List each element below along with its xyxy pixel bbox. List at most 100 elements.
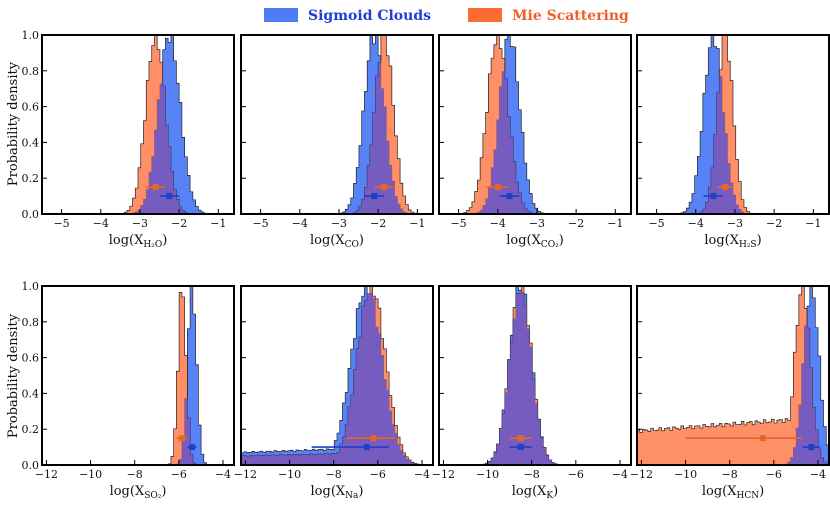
histogram-overlap bbox=[439, 71, 631, 214]
y-tick-label: 0.6 bbox=[22, 101, 40, 114]
panel-7: −12 −10 −8 −6 −4 log(XHCN) bbox=[630, 285, 830, 501]
y-tick-label: 0.2 bbox=[22, 423, 40, 436]
histogram-mie bbox=[637, 286, 829, 465]
x-tick-label: −10 bbox=[476, 468, 499, 481]
y-tick-label: 0.4 bbox=[22, 387, 40, 400]
errorbar-mie-marker bbox=[722, 184, 729, 191]
legend-swatch-mie bbox=[468, 8, 502, 22]
x-axis-label-end: ) bbox=[759, 484, 764, 499]
x-tick-label: −12 bbox=[234, 468, 257, 481]
y-tick-label: 0.0 bbox=[22, 208, 40, 221]
errorbar-sigmoid-marker bbox=[166, 193, 173, 200]
panel-1: −5 −4 −3 −2 −1 log(XCO) bbox=[240, 34, 434, 250]
x-tick-label: −10 bbox=[278, 468, 301, 481]
x-axis-label: log(XHCN) bbox=[702, 484, 764, 501]
panel-frame bbox=[240, 285, 434, 466]
legend-label-sigmoid: Sigmoid Clouds bbox=[308, 8, 431, 24]
histogram-sigmoid bbox=[241, 286, 433, 465]
x-tick-label: −1 bbox=[607, 217, 623, 230]
histogram-mie bbox=[42, 35, 234, 214]
y-tick-label: 0.2 bbox=[22, 172, 40, 185]
x-tick-label: −6 bbox=[171, 468, 187, 481]
panel-frame bbox=[636, 285, 830, 466]
x-axis-label-end: ) bbox=[559, 233, 564, 248]
histogram-mie bbox=[637, 35, 829, 214]
y-tick-label: 1.0 bbox=[22, 280, 40, 293]
x-axis-label-end: ) bbox=[359, 233, 364, 248]
x-tick-label: −2 bbox=[766, 217, 782, 230]
x-tick-label: −8 bbox=[127, 468, 143, 481]
x-tick-label: −8 bbox=[524, 468, 540, 481]
panel-frame bbox=[240, 34, 434, 215]
x-axis-label: log(XCO₂) bbox=[506, 233, 564, 250]
x-tick-label: −1 bbox=[409, 217, 425, 230]
panel-frame bbox=[41, 285, 235, 466]
errorbar-mie-marker bbox=[370, 435, 377, 442]
histogram-overlap bbox=[241, 293, 433, 465]
legend-label-mie: Mie Scattering bbox=[512, 8, 629, 24]
errorbar-sigmoid-marker bbox=[808, 444, 815, 451]
histogram-sigmoid bbox=[241, 35, 433, 214]
x-tick-label: −5 bbox=[252, 217, 268, 230]
panel-2: −5 −4 −3 −2 −1 log(XCO₂) bbox=[438, 34, 632, 250]
panel-5: −12 −10 −8 −6 −4 log(XNa) bbox=[234, 285, 434, 501]
panel-6: −12 −10 −8 −6 −4 log(XK) bbox=[432, 285, 632, 501]
y-tick-label: 1.0 bbox=[22, 29, 40, 42]
x-tick-label: −12 bbox=[35, 468, 58, 481]
x-axis-label: log(XH₂O) bbox=[109, 233, 168, 250]
x-axis-label: log(XH₂S) bbox=[704, 233, 761, 250]
x-axis-label-sub: K bbox=[546, 491, 553, 501]
x-tick-label: −4 bbox=[414, 468, 430, 481]
y-tick-label: 0.0 bbox=[22, 459, 40, 472]
histograms bbox=[42, 286, 234, 465]
x-axis-label-end: ) bbox=[162, 233, 167, 248]
legend: Sigmoid Clouds Mie Scattering bbox=[264, 8, 629, 24]
errorbar-sigmoid-marker bbox=[710, 193, 717, 200]
panel-3: −5 −4 −3 −2 −1 log(XH₂S) bbox=[636, 34, 830, 250]
y-axis-label-top: Probability density bbox=[6, 61, 21, 186]
x-tick-label: −2 bbox=[370, 217, 386, 230]
x-axis-label-sub: CO₂ bbox=[541, 240, 559, 250]
panel-frame bbox=[438, 34, 632, 215]
x-tick-label: −6 bbox=[766, 468, 782, 481]
legend-swatch-sigmoid bbox=[264, 8, 298, 22]
histogram-mie bbox=[439, 35, 631, 214]
x-tick-label: −4 bbox=[612, 468, 628, 481]
x-tick-label: −12 bbox=[630, 468, 653, 481]
x-axis-label: log(XNa) bbox=[311, 484, 364, 501]
x-axis-label: log(XCO) bbox=[310, 233, 364, 250]
x-axis-label-sub: Na bbox=[345, 491, 359, 501]
x-tick-label: −6 bbox=[370, 468, 386, 481]
x-tick-label: −4 bbox=[93, 217, 109, 230]
x-tick-label: −8 bbox=[326, 468, 342, 481]
y-axis-label-bottom: Probability density bbox=[6, 313, 21, 438]
x-tick-label: −8 bbox=[722, 468, 738, 481]
y-tick-label: 0.8 bbox=[22, 316, 40, 329]
x-axis-label-sub: H₂S bbox=[739, 240, 757, 250]
x-tick-label: −4 bbox=[292, 217, 308, 230]
histogram-sigmoid bbox=[42, 286, 234, 465]
histograms bbox=[637, 286, 829, 465]
x-axis-label-end: ) bbox=[553, 484, 558, 499]
errorbar-sigmoid-marker bbox=[517, 444, 524, 451]
x-tick-label: −2 bbox=[568, 217, 584, 230]
x-tick-label: −3 bbox=[132, 217, 148, 230]
panel-frame bbox=[41, 34, 235, 215]
x-tick-label: −12 bbox=[432, 468, 455, 481]
x-axis-label-base: log(X bbox=[506, 233, 541, 248]
x-tick-label: −3 bbox=[727, 217, 743, 230]
histogram-overlap bbox=[241, 62, 433, 214]
histogram-overlap bbox=[42, 398, 234, 465]
x-axis-label-sub: SO₂ bbox=[144, 491, 162, 501]
x-tick-label: −5 bbox=[53, 217, 69, 230]
histograms bbox=[241, 286, 433, 465]
errorbar-mie-marker bbox=[517, 435, 524, 442]
x-axis-label-base: log(X bbox=[311, 484, 346, 499]
x-tick-label: −5 bbox=[450, 217, 466, 230]
x-axis-label-base: log(X bbox=[310, 233, 345, 248]
x-tick-label: −3 bbox=[331, 217, 347, 230]
histograms bbox=[637, 35, 829, 214]
x-axis-label-end: ) bbox=[358, 484, 363, 499]
x-tick-label: −6 bbox=[568, 468, 584, 481]
